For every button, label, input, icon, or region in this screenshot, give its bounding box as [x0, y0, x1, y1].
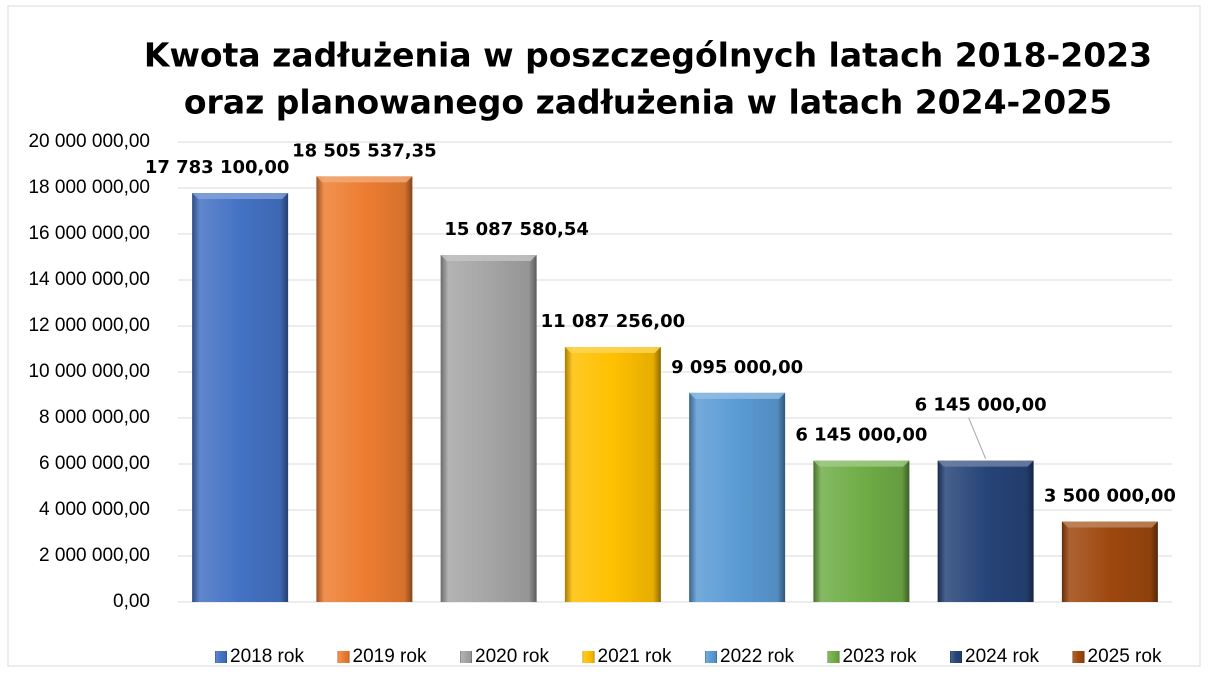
- bar: [316, 176, 413, 603]
- bar: [564, 346, 661, 602]
- bar: [689, 392, 786, 602]
- leader-line: [968, 417, 987, 459]
- value-label: 6 145 000,00: [915, 395, 1047, 416]
- bar-bevel: [937, 460, 1034, 467]
- value-label: 9 095 000,00: [671, 357, 803, 378]
- bar-bevel: [813, 460, 910, 467]
- y-tick-label: 10 000 000,00: [28, 361, 150, 382]
- bar-bevel: [1061, 521, 1158, 528]
- legend-label: 2023 rok: [843, 646, 917, 667]
- bar-bevel: [689, 392, 786, 399]
- legend-label: 2025 rok: [1088, 646, 1162, 667]
- bar-bevel: [564, 346, 661, 353]
- legend-swatch: [215, 651, 227, 663]
- legend-label: 2024 rok: [965, 646, 1039, 667]
- bar: [813, 460, 910, 602]
- y-tick-label: 12 000 000,00: [28, 315, 150, 336]
- y-tick-label: 8 000 000,00: [39, 407, 150, 428]
- value-label: 11 087 256,00: [541, 311, 686, 332]
- legend-swatch: [827, 651, 840, 663]
- bar-bevel: [192, 192, 289, 199]
- legend-swatch: [705, 651, 717, 663]
- legend-swatch: [950, 651, 962, 663]
- value-label: 3 500 000,00: [1044, 486, 1176, 507]
- value-label: 6 145 000,00: [795, 425, 927, 446]
- value-label: 17 783 100,00: [145, 157, 290, 178]
- legend-swatch: [582, 651, 595, 663]
- legend-label: 2020 rok: [475, 646, 549, 667]
- bar-bevel: [440, 254, 537, 261]
- y-tick-label: 18 000 000,00: [28, 177, 150, 198]
- bar-bevel: [316, 176, 413, 183]
- legend-label: 2018 rok: [230, 646, 304, 667]
- legend-label: 2019 rok: [353, 646, 427, 667]
- y-tick-label: 16 000 000,00: [28, 223, 150, 244]
- legend-swatch: [1072, 651, 1085, 663]
- y-tick-label: 0,00: [113, 591, 150, 612]
- chart-title: oraz planowanego zadłużenia w latach 202…: [184, 83, 1112, 122]
- y-tick-label: 4 000 000,00: [39, 499, 150, 520]
- legend-label: 2022 rok: [720, 646, 794, 667]
- bar: [192, 192, 289, 602]
- legend-label: 2021 rok: [598, 646, 672, 667]
- y-tick-label: 14 000 000,00: [28, 269, 150, 290]
- legend-swatch: [460, 651, 472, 663]
- bar: [440, 254, 537, 602]
- bar: [937, 460, 1034, 602]
- y-tick-label: 20 000 000,00: [28, 131, 150, 152]
- legend-swatch: [337, 651, 350, 663]
- y-tick-label: 6 000 000,00: [39, 453, 150, 474]
- value-label: 15 087 580,54: [444, 219, 589, 240]
- bar: [1061, 521, 1158, 602]
- chart-title: Kwota zadłużenia w poszczególnych latach…: [144, 36, 1152, 75]
- value-label: 18 505 537,35: [292, 140, 437, 161]
- y-tick-label: 2 000 000,00: [39, 545, 150, 566]
